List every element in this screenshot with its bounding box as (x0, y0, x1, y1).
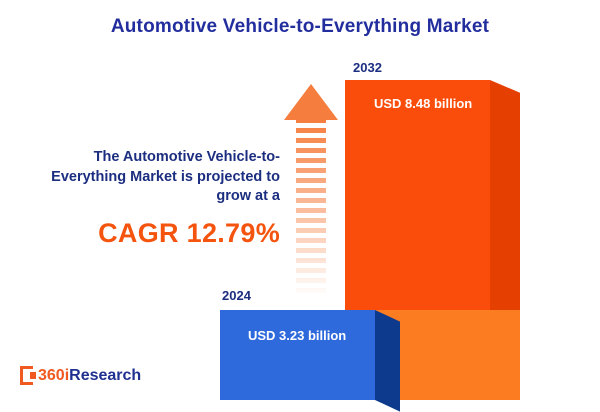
logo-text: 360iResearch (38, 367, 141, 385)
cagr-value: CAGR 12.79% (98, 217, 280, 248)
bar-2032-value-label: USD 8.48 billion (374, 96, 473, 111)
annotation-line-1: The Automotive Vehicle-to- (93, 149, 280, 165)
annotation-text: The Automotive Vehicle-to- Everything Ma… (40, 148, 280, 251)
bar-2024-value-label: USD 3.23 billion (248, 328, 347, 343)
growth-arrow-icon (284, 84, 338, 120)
bar-2024-year-label: 2024 (222, 288, 251, 303)
logo-icon (20, 366, 36, 385)
bar-2024-side-face (375, 310, 400, 412)
page-title: Automotive Vehicle-to-Everything Market (110, 16, 490, 37)
growth-arrow-shaft (296, 118, 326, 303)
bar-2024 (220, 310, 375, 400)
logo-text-research: Research (69, 366, 142, 384)
logo: 360iResearch (20, 366, 141, 385)
logo-text-360i: 360i (38, 366, 70, 384)
bar-2032-side-face (490, 80, 520, 333)
bar-2032-year-label: 2032 (353, 60, 382, 75)
annotation-line-2: Everything Market is projected to (51, 168, 280, 185)
annotation-line-3: grow at a (216, 188, 280, 205)
